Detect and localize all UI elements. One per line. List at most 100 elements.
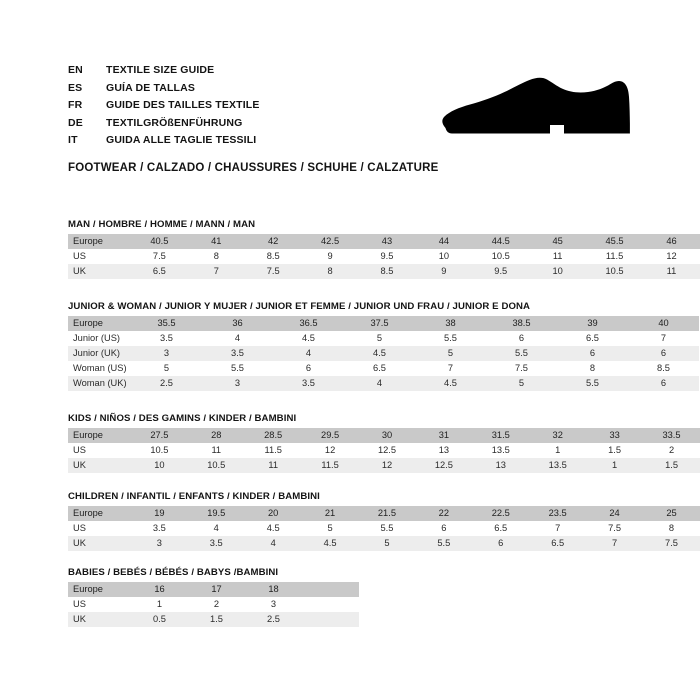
size-cell: 4.5 [415,376,486,391]
size-cell: 5 [415,346,486,361]
size-cell: 4 [344,376,415,391]
language-row: DE TEXTILGRÖßENFÜHRUNG [68,117,398,135]
language-guide-title: GUIDE DES TAILLES TEXTILE [106,99,260,111]
size-cell [302,612,359,627]
size-cell: 2 [188,597,245,612]
size-header-cell: 16 [131,582,188,597]
size-cell: 5.5 [486,346,557,361]
row-label: US [68,443,131,458]
size-cell: 9.5 [358,249,416,264]
row-label: UK [68,458,131,473]
size-header-cell: 42.5 [301,234,359,249]
language-guide-title: TEXTILGRÖßENFÜHRUNG [106,116,243,129]
size-cell: 7.5 [486,361,557,376]
size-cell: 5.5 [557,376,628,391]
language-guide-title: GUÍA DE TALLAS [106,81,196,94]
size-cell: 3 [130,536,188,551]
size-cell: 13 [415,443,473,458]
size-header-cell: 43 [358,234,416,249]
size-header-cell: 22 [415,506,473,521]
size-cell: 11.5 [301,458,359,473]
table-header-row: Europe 35.5 36 36.5 37.5 38 38.5 39 40 [68,316,699,331]
size-header-cell: 21.5 [358,506,416,521]
section-title-babies: BABIES / BEBÉS / BÉBÉS / BABYS /BAMBINI [68,567,279,578]
row-label: Junior (UK) [68,346,131,361]
language-guide-title: GUIDA ALLE TAGLIE TESSILI [106,134,257,146]
size-cell: 6.5 [472,521,530,536]
size-cell: 7 [628,331,699,346]
size-section-kids: KIDS / NIÑOS / DES GAMINS / KINDER / BAM… [68,413,700,473]
size-header-cell: 31.5 [472,428,530,443]
language-row: IT GUIDA ALLE TAGLIE TESSILI [68,134,398,152]
size-cell: 8 [187,249,245,264]
size-cell: 5.5 [358,521,416,536]
size-header-cell: 19 [130,506,188,521]
size-header-cell: 40 [628,316,699,331]
size-cell: 13 [472,458,530,473]
size-section-man: MAN / HOMBRE / HOMME / MANN / MAN Europe 4… [68,219,700,279]
size-cell: 2.5 [245,612,302,627]
footwear-category-title: FOOTWEAR / CALZADO / CHAUSSURES / SCHUHE… [68,162,439,174]
size-cell: 3 [131,346,202,361]
size-header-cell: 41 [187,234,245,249]
size-cell: 8.5 [358,264,416,279]
size-header-cell: 28 [187,428,245,443]
language-guide-title: TEXTILE SIZE GUIDE [106,64,215,76]
size-header-cell: 46 [643,234,700,249]
size-header-cell: 39 [557,316,628,331]
size-cell: 3.5 [130,521,188,536]
size-cell: 12 [643,249,700,264]
size-cell: 7.5 [643,536,700,551]
size-header-cell: 36 [202,316,273,331]
size-cell: 3 [245,597,302,612]
size-cell: 12.5 [358,443,416,458]
row-label: Europe [68,428,131,443]
size-cell: 6.5 [344,361,415,376]
size-header-cell: 36.5 [273,316,344,331]
size-cell: 12 [301,443,359,458]
size-cell: 5.5 [202,361,273,376]
size-header-cell: 25 [643,506,700,521]
row-label: Junior (US) [68,331,131,346]
size-cell: 10.5 [472,249,530,264]
size-header-cell: 23.5 [529,506,587,521]
table-row: US 3.5 4 4.5 5 5.5 6 6.5 7 7.5 8 [68,521,700,536]
size-cell: 6 [486,331,557,346]
size-header-cell: 33.5 [643,428,700,443]
size-cell: 0.5 [131,612,188,627]
size-cell: 9.5 [472,264,530,279]
size-cell: 4 [202,331,273,346]
size-cell: 4 [273,346,344,361]
size-cell: 7.5 [586,521,643,536]
size-header-cell: 32 [529,428,587,443]
size-cell: 8 [301,264,359,279]
row-label: Europe [68,582,131,597]
language-code: EN [68,64,83,76]
row-label: US [68,597,131,612]
table-header-row: Europe 19 19.5 20 21 21.5 22 22.5 23.5 24 25 [68,506,700,521]
size-cell: 11.5 [586,249,644,264]
size-cell: 6 [628,346,699,361]
section-title-man: MAN / HOMBRE / HOMME / MANN / MAN [68,219,256,230]
size-header-cell: 24 [586,506,643,521]
row-label: UK [68,536,131,551]
size-cell: 7.5 [130,249,188,264]
size-cell: 5.5 [415,536,473,551]
size-cell: 10.5 [586,264,644,279]
size-section-junior-woman: JUNIOR & WOMAN / JUNIOR Y MUJER / JUNIOR… [68,301,699,391]
size-cell: 10.5 [187,458,245,473]
size-cell: 3 [202,376,273,391]
section-title-kids: KIDS / NIÑOS / DES GAMINS / KINDER / BAM… [68,413,297,424]
size-header-cell: 38.5 [486,316,557,331]
size-cell: 13.5 [529,458,587,473]
size-cell: 4.5 [301,536,359,551]
table-row: UK 0.5 1.5 2.5 [68,612,359,627]
size-cell: 4 [244,536,302,551]
table-row: UK 10 10.5 11 11.5 12 12.5 13 13.5 1 1.5 [68,458,700,473]
size-header-cell: 40.5 [130,234,188,249]
size-table-children: Europe 19 19.5 20 21 21.5 22 22.5 23.5 24 25 US 3.5 4… [68,506,700,551]
size-cell: 5 [131,361,202,376]
size-cell: 6 [628,376,699,391]
size-cell: 6 [415,521,473,536]
